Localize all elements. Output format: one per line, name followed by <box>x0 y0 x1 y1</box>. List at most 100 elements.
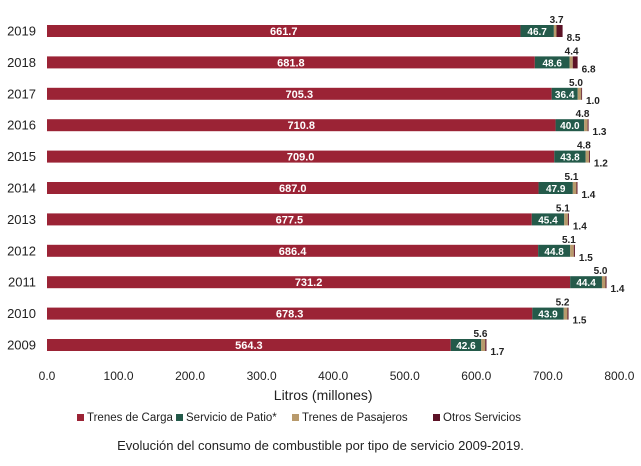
data-label-trenes-de-pasajeros: 4.8 <box>577 141 591 152</box>
year-label: 2019 <box>7 24 36 39</box>
data-label-otros-servicios: 1.7 <box>490 347 504 358</box>
data-label-otros-servicios: 6.8 <box>582 64 596 75</box>
bar-segment-otros-servicios <box>567 213 569 226</box>
data-label-servicio-de-patio: 36.4 <box>555 90 575 101</box>
data-label-trenes-de-carga: 710.8 <box>288 120 316 132</box>
bar-segment-trenes-de-carga <box>47 339 451 351</box>
year-label: 2017 <box>7 86 36 101</box>
chart-caption: Evolución del consumo de combustible por… <box>117 438 524 453</box>
bar-segment-trenes-de-pasajeros <box>601 276 606 289</box>
data-label-trenes-de-pasajeros: 3.7 <box>550 15 564 26</box>
x-tick-label: 400.0 <box>318 369 348 383</box>
year-label: 2012 <box>7 243 36 258</box>
bar-segment-trenes-de-pasajeros <box>569 56 573 69</box>
bar-segment-trenes-de-carga <box>47 119 556 132</box>
x-axis-title: Litros (millones) <box>274 387 373 403</box>
year-label: 2009 <box>7 338 36 353</box>
data-label-trenes-de-pasajeros: 4.8 <box>576 109 590 120</box>
legend-label: Otros Servicios <box>443 412 521 424</box>
data-label-trenes-de-pasajeros: 5.0 <box>569 78 583 89</box>
data-label-trenes-de-pasajeros: 5.1 <box>556 203 570 214</box>
bar-segment-otros-servicios <box>485 339 487 351</box>
data-label-otros-servicios: 1.4 <box>611 284 625 295</box>
bar-segment-servicio-de-patio <box>538 182 573 194</box>
bar-segment-servicio-de-patio <box>450 339 482 351</box>
data-label-otros-servicios: 1.5 <box>579 253 593 264</box>
year-label: 2016 <box>7 118 36 133</box>
data-label-otros-servicios: 1.4 <box>573 221 587 232</box>
bar-segment-trenes-de-pasajeros <box>570 244 574 257</box>
data-label-servicio-de-patio: 45.4 <box>538 215 558 226</box>
data-label-servicio-de-patio: 40.0 <box>560 121 580 132</box>
year-label: 2011 <box>8 275 36 290</box>
bar-segment-servicio-de-patio <box>532 307 564 320</box>
data-label-trenes-de-carga: 681.8 <box>277 57 305 69</box>
legend-swatch <box>433 414 440 421</box>
bar-segment-trenes-de-carga <box>47 307 533 320</box>
bar-segment-trenes-de-carga <box>47 244 539 257</box>
bar-segment-otros-servicios <box>587 119 589 132</box>
legend-label: Trenes de Pasajeros <box>302 412 408 424</box>
data-label-servicio-de-patio: 48.6 <box>542 58 562 69</box>
data-label-trenes-de-carga: 731.2 <box>295 277 323 289</box>
data-label-otros-servicios: 1.5 <box>573 316 587 327</box>
legend-swatch <box>176 414 183 421</box>
legend-label: Servicio de Patio* <box>186 412 277 424</box>
data-label-servicio-de-patio: 42.6 <box>456 341 476 352</box>
data-label-trenes-de-pasajeros: 4.4 <box>565 46 579 57</box>
bar-segment-servicio-de-patio <box>551 87 578 100</box>
bar-segment-otros-servicios <box>556 25 563 37</box>
bar-segment-trenes-de-carga <box>47 56 535 69</box>
data-label-trenes-de-pasajeros: 5.2 <box>556 298 570 309</box>
x-tick-label: 300.0 <box>247 369 277 383</box>
year-label: 2014 <box>7 181 36 196</box>
data-label-trenes-de-pasajeros: 5.0 <box>594 266 608 277</box>
legend-label: Trenes de Carga <box>87 412 173 424</box>
bar-segment-servicio-de-patio <box>538 244 571 257</box>
data-label-trenes-de-pasajeros: 5.6 <box>474 329 488 340</box>
x-tick-label: 600.0 <box>461 369 491 383</box>
data-label-trenes-de-carga: 678.3 <box>276 309 304 321</box>
x-tick-label: 500.0 <box>390 369 420 383</box>
bar-segment-trenes-de-pasajeros <box>585 150 590 163</box>
bar-segment-trenes-de-carga <box>47 182 539 194</box>
data-label-trenes-de-carga: 564.3 <box>235 340 263 352</box>
year-label: 2018 <box>7 55 36 70</box>
bar-segment-trenes-de-carga <box>47 276 571 289</box>
x-tick-label: 200.0 <box>175 369 205 383</box>
bar-segment-otros-servicios <box>589 150 590 163</box>
bar-segment-trenes-de-carga <box>47 25 521 37</box>
legend-swatch <box>77 414 84 421</box>
data-label-trenes-de-carga: 661.7 <box>270 26 298 38</box>
data-label-servicio-de-patio: 46.7 <box>527 27 547 38</box>
year-label: 2013 <box>7 212 36 227</box>
bar-segment-otros-servicios <box>567 307 569 320</box>
bar-segment-trenes-de-carga <box>47 150 555 163</box>
year-label: 2010 <box>7 306 36 321</box>
bars-layer <box>47 25 607 351</box>
data-label-servicio-de-patio: 44.4 <box>576 278 596 289</box>
data-label-otros-servicios: 1.4 <box>581 190 595 201</box>
bar-segment-otros-servicios <box>581 87 583 100</box>
data-label-trenes-de-carga: 687.0 <box>279 183 307 195</box>
data-label-otros-servicios: 1.3 <box>593 127 607 138</box>
data-label-servicio-de-patio: 43.8 <box>560 153 580 164</box>
bar-segment-otros-servicios <box>576 182 578 194</box>
data-label-otros-servicios: 8.5 <box>567 33 581 44</box>
legend-swatch <box>292 414 299 421</box>
bar-segment-trenes-de-carga <box>47 87 552 100</box>
bar-segment-servicio-de-patio <box>555 119 585 132</box>
bar-segment-trenes-de-carga <box>47 213 532 226</box>
bar-segment-trenes-de-pasajeros <box>572 182 577 194</box>
data-label-trenes-de-carga: 686.4 <box>279 246 307 258</box>
data-label-trenes-de-carga: 677.5 <box>276 214 304 226</box>
legend-layer: Trenes de Carga Servicio de Patio* Trenes … <box>77 412 521 424</box>
bar-segment-servicio-de-patio <box>531 213 565 226</box>
x-tick-label: 700.0 <box>533 369 563 383</box>
bar-segment-trenes-de-pasajeros <box>564 213 568 226</box>
bar-segment-servicio-de-patio <box>534 56 570 69</box>
data-label-trenes-de-pasajeros: 5.1 <box>562 235 576 246</box>
